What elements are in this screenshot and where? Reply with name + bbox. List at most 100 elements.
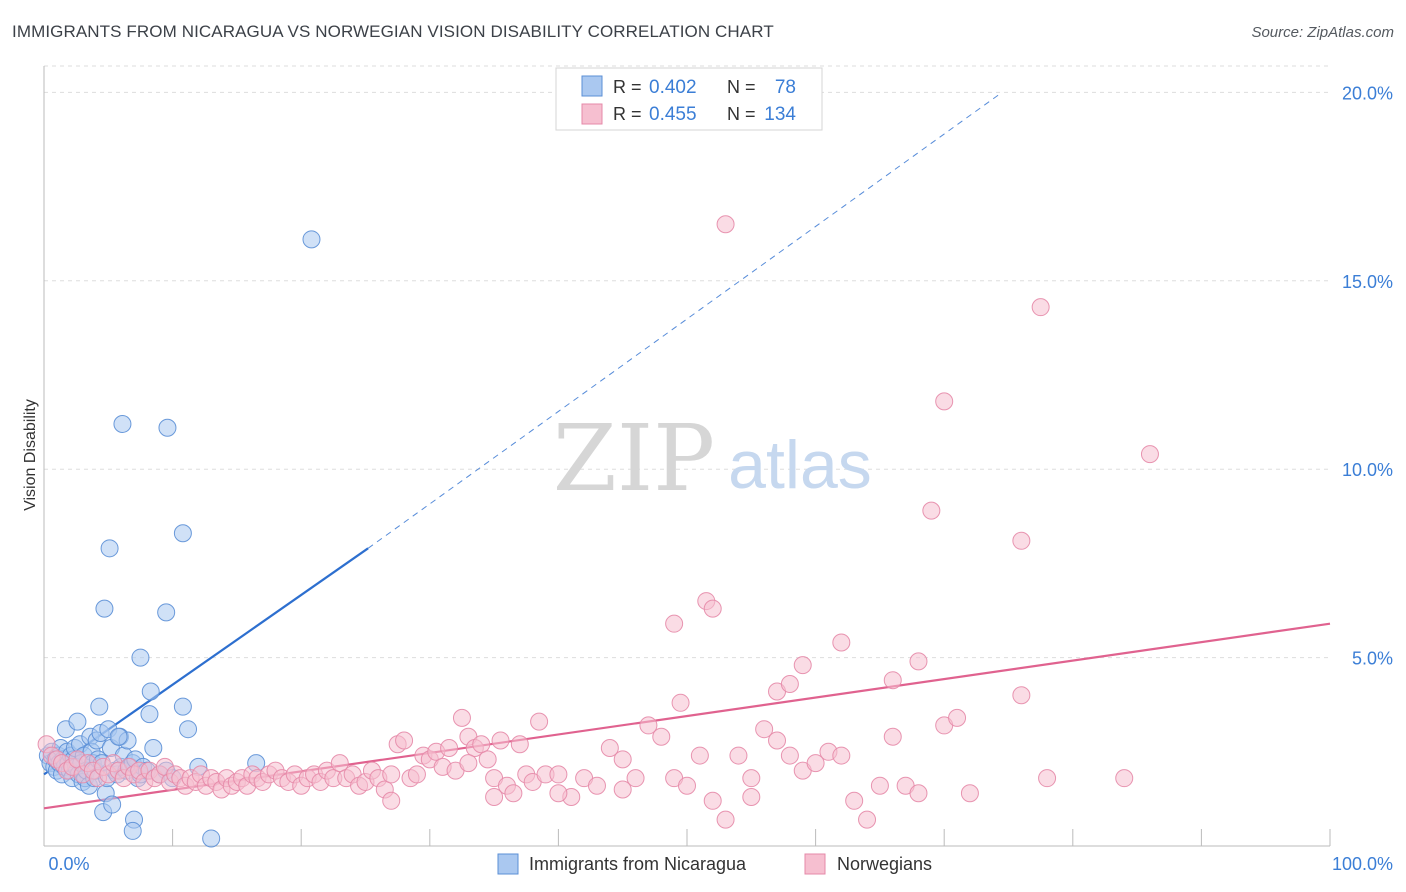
stats-n-value: 134 (764, 104, 796, 125)
point-norwegian (407, 765, 426, 784)
point-nicaragua (90, 697, 109, 716)
point-nicaragua (103, 795, 122, 814)
point-norwegian (883, 727, 902, 746)
stats-swatch-blue (581, 75, 603, 97)
x-tick-label: 0.0% (48, 854, 89, 874)
point-nicaragua (158, 418, 177, 437)
point-norwegian (690, 746, 709, 765)
point-norwegian (382, 791, 401, 810)
y-tick-label: 5.0% (1352, 649, 1393, 669)
point-norwegian (832, 746, 851, 765)
point-norwegian (382, 765, 401, 784)
source-credit: Source: ZipAtlas.com (1251, 24, 1394, 41)
stats-box: R = 0.402 N = 78 R = 0.455 N = 134 (555, 67, 823, 131)
stats-r-label: R = (613, 104, 642, 124)
point-norwegian (742, 788, 761, 807)
point-norwegian (1012, 531, 1031, 550)
point-norwegian (909, 652, 928, 671)
point-norwegian (1115, 769, 1134, 788)
trendline-extension-nicaragua (367, 91, 1003, 549)
point-norwegian (504, 784, 523, 803)
point-norwegian (678, 776, 696, 795)
point-norwegian (510, 735, 529, 754)
point-norwegian (478, 750, 497, 769)
legend-swatch-blue (497, 853, 519, 875)
point-norwegian (652, 727, 671, 746)
watermark: ZIP atlas (553, 405, 872, 512)
point-norwegian (742, 769, 761, 788)
point-nicaragua (68, 712, 87, 731)
point-nicaragua (123, 821, 142, 840)
stats-r-value: 0.455 (649, 104, 697, 125)
point-norwegian (845, 791, 864, 810)
point-norwegian (858, 810, 877, 829)
point-nicaragua (113, 414, 132, 433)
point-nicaragua (95, 599, 114, 618)
point-norwegian (452, 708, 471, 727)
y-tick-label: 20.0% (1342, 83, 1393, 103)
point-norwegian (960, 784, 979, 803)
point-norwegian (491, 731, 510, 750)
point-norwegian (459, 754, 478, 773)
axes (43, 66, 1331, 847)
point-norwegian (549, 765, 568, 784)
point-norwegian (716, 215, 735, 234)
y-axis-label: Vision Disability (22, 399, 39, 511)
stats-n-label: N = (727, 104, 756, 124)
point-norwegian (600, 739, 619, 758)
point-norwegian (768, 731, 787, 750)
point-norwegian (472, 735, 491, 754)
point-norwegian (485, 788, 504, 807)
point-norwegian (1140, 445, 1159, 464)
point-norwegian (613, 780, 632, 799)
point-norwegian (883, 671, 902, 690)
point-norwegian (330, 754, 349, 773)
point-norwegian (806, 754, 825, 773)
chart-title: IMMIGRANTS FROM NICARAGUA VS NORWEGIAN V… (12, 22, 774, 41)
point-nicaragua (202, 829, 221, 848)
point-norwegian (549, 784, 568, 803)
point-norwegian (703, 599, 722, 618)
y-tick-label: 10.0% (1342, 460, 1393, 480)
point-nicaragua (100, 539, 119, 558)
grid-lines (44, 65, 1330, 659)
point-norwegian (780, 746, 799, 765)
point-norwegian (870, 776, 889, 795)
x-tick-label: 100.0% (1332, 854, 1393, 874)
data-points (37, 215, 1159, 848)
point-norwegian (793, 656, 812, 675)
point-norwegian (832, 633, 851, 652)
point-nicaragua (131, 648, 150, 667)
point-nicaragua (141, 682, 160, 701)
stats-r-value: 0.402 (649, 77, 697, 98)
point-norwegian (1038, 769, 1057, 788)
point-norwegian (587, 776, 606, 795)
point-norwegian (780, 674, 799, 693)
point-norwegian (922, 501, 941, 520)
stats-r-label: R = (613, 77, 642, 97)
watermark-atlas: atlas (728, 427, 872, 503)
tick-labels: 5.0% 10.0% 15.0% 20.0% 0.0% 100.0% (48, 83, 1393, 874)
point-nicaragua (144, 739, 163, 758)
stats-swatch-pink (581, 103, 603, 125)
stats-n-value: 78 (775, 77, 796, 98)
point-norwegian (909, 784, 928, 803)
point-norwegian (1012, 686, 1031, 705)
legend-swatch-pink (804, 853, 826, 875)
point-norwegian (703, 791, 722, 810)
legend-label-nicaragua: Immigrants from Nicaragua (529, 854, 747, 874)
point-nicaragua (109, 727, 128, 746)
point-norwegian (1031, 298, 1050, 317)
point-norwegian (395, 731, 414, 750)
point-norwegian (440, 739, 459, 758)
legend: Immigrants from Nicaragua Norwegians (497, 853, 932, 875)
point-nicaragua (157, 603, 176, 622)
stats-n-label: N = (727, 77, 756, 97)
point-norwegian (716, 810, 735, 829)
point-nicaragua (302, 230, 321, 249)
point-norwegian (729, 746, 748, 765)
point-norwegian (671, 693, 690, 712)
point-norwegian (613, 750, 632, 769)
point-norwegian (665, 614, 684, 633)
